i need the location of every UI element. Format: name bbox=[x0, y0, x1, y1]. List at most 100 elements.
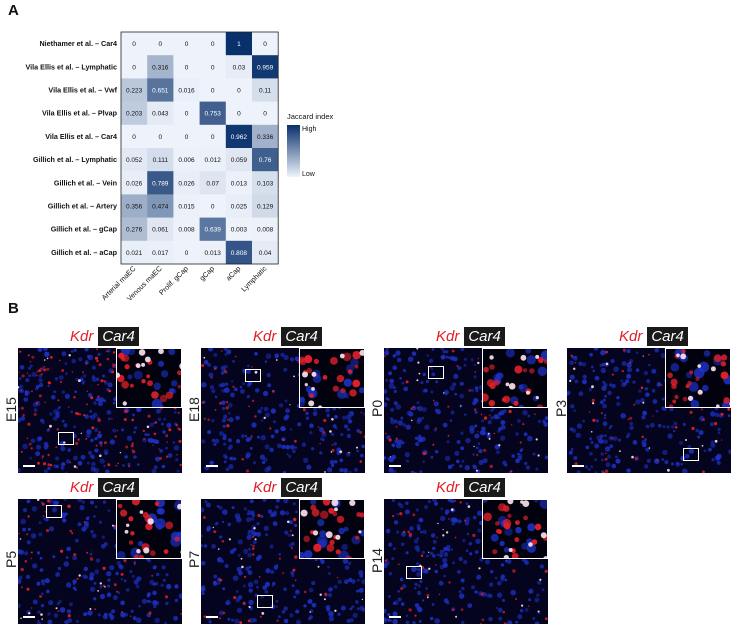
heatmap-cell-label: 0.006 bbox=[178, 157, 195, 164]
heatmap-cell-label: 0 bbox=[132, 134, 136, 141]
heatmap-cell bbox=[252, 194, 279, 218]
heatmap-cell bbox=[225, 240, 253, 265]
stain-header: Kdr Car4 bbox=[70, 477, 139, 497]
heatmap-cell bbox=[147, 171, 174, 195]
heatmap-cell bbox=[173, 32, 200, 56]
heatmap-cell bbox=[173, 171, 200, 195]
stain-header: Kdr Car4 bbox=[436, 477, 505, 497]
zoom-inset bbox=[116, 348, 182, 408]
scale-bar bbox=[206, 616, 218, 618]
heatmap-cell-label: 0 bbox=[211, 88, 215, 95]
heatmap-cell-label: 0.639 bbox=[205, 227, 222, 234]
heatmap-cell-label: 0.008 bbox=[257, 227, 274, 234]
heatmap-cell-label: 0.103 bbox=[257, 180, 274, 187]
micrograph-p0 bbox=[384, 348, 548, 473]
heatmap-row-label: Gillich et al. – Vein bbox=[54, 178, 117, 187]
scale-bar bbox=[206, 465, 218, 467]
heatmap-cell bbox=[121, 217, 148, 242]
heatmap-cell bbox=[121, 240, 148, 265]
heatmap-cell bbox=[121, 148, 148, 172]
heatmap-cell-label: 0.025 bbox=[231, 204, 248, 211]
roi-box bbox=[683, 448, 699, 461]
heatmap-cell-label: 0 bbox=[132, 41, 136, 48]
heatmap-cell-label: 0.043 bbox=[152, 111, 169, 118]
stain-header: Kdr Car4 bbox=[253, 326, 322, 346]
stage-label: E15 bbox=[3, 396, 19, 422]
car4-label: Car4 bbox=[281, 326, 322, 346]
car4-label: Car4 bbox=[98, 477, 139, 497]
heatmap-cell-label: 0 bbox=[158, 41, 162, 48]
heatmap-cell bbox=[173, 240, 200, 265]
roi-box bbox=[58, 432, 74, 445]
heatmap-cell-label: 0.316 bbox=[152, 64, 169, 71]
car4-label: Car4 bbox=[464, 326, 505, 346]
stage-label: E18 bbox=[186, 396, 202, 422]
heatmap-cell bbox=[199, 171, 227, 195]
heatmap-cell-label: 0 bbox=[185, 111, 189, 118]
zoom-inset bbox=[299, 348, 365, 408]
jaccard-heatmap: 0 0 0 0 1 0 0 0.316 0 0 0.03 0.959 0.223 0.651 0.016 0 0… bbox=[26, 31, 334, 303]
heatmap-cell bbox=[121, 78, 148, 102]
heatmap-cell bbox=[147, 240, 174, 265]
heatmap-cell-label: 0.753 bbox=[205, 111, 222, 118]
micrograph-e18 bbox=[201, 348, 365, 473]
car4-label: Car4 bbox=[281, 477, 322, 497]
heatmap-cell bbox=[225, 217, 253, 242]
heatmap-cell bbox=[147, 148, 174, 172]
heatmap-cell bbox=[225, 55, 253, 79]
heatmap-cell-label: 0 bbox=[263, 111, 267, 118]
heatmap-cell-label: 0.808 bbox=[231, 250, 248, 257]
heatmap-cell bbox=[252, 240, 279, 265]
panel-a-label: A bbox=[8, 2, 19, 19]
heatmap-cell bbox=[121, 171, 148, 195]
heatmap-cell-label: 0.474 bbox=[152, 204, 169, 211]
roi-box bbox=[245, 369, 261, 382]
legend-high-label: High bbox=[302, 126, 317, 133]
heatmap-cell bbox=[173, 101, 200, 126]
heatmap-cell-label: 0 bbox=[185, 134, 189, 141]
stage-label: P5 bbox=[3, 550, 19, 568]
heatmap-cell bbox=[199, 217, 227, 242]
zoom-inset bbox=[482, 348, 548, 408]
heatmap-cell bbox=[225, 148, 253, 172]
heatmap-cell-label: 0.276 bbox=[126, 227, 143, 234]
heatmap-cell-label: 0 bbox=[211, 134, 215, 141]
heatmap-cell-label: 0.026 bbox=[178, 180, 195, 187]
micrograph-p14 bbox=[384, 499, 548, 624]
heatmap-cell-label: 0 bbox=[158, 134, 162, 141]
heatmap-cell-label: 0 bbox=[263, 41, 267, 48]
panel-b-label: B bbox=[8, 300, 19, 317]
heatmap-cell bbox=[121, 124, 148, 149]
kdr-label: Kdr bbox=[619, 327, 643, 345]
heatmap-row-label: Vila Ellis et al. – Lymphatic bbox=[26, 62, 117, 71]
heatmap-cell-label: 0.111 bbox=[153, 157, 169, 164]
heatmap-cell bbox=[147, 32, 174, 56]
heatmap-cell bbox=[252, 217, 279, 242]
legend-title: Jaccard index bbox=[287, 112, 334, 121]
kdr-label: Kdr bbox=[436, 327, 460, 345]
heatmap-cell bbox=[121, 55, 148, 79]
heatmap-cell bbox=[199, 32, 227, 56]
legend-low-label: Low bbox=[302, 171, 316, 178]
heatmap-cell-label: 0.336 bbox=[257, 134, 274, 141]
heatmap-cell-label: 0.356 bbox=[126, 204, 143, 211]
heatmap-row-label: Niethamer et al. – Car4 bbox=[39, 39, 117, 48]
heatmap-cell bbox=[121, 101, 148, 126]
heatmap-cell bbox=[225, 171, 253, 195]
heatmap-cell bbox=[173, 55, 200, 79]
stage-label: P14 bbox=[369, 547, 385, 573]
heatmap-cell bbox=[225, 78, 253, 102]
roi-box bbox=[428, 366, 444, 379]
heatmap-cell-label: 0.789 bbox=[152, 180, 169, 187]
heatmap-cell bbox=[147, 78, 174, 102]
scale-bar bbox=[572, 465, 584, 467]
legend-colorbar bbox=[287, 125, 300, 177]
stage-label: P7 bbox=[186, 550, 202, 568]
heatmap-cell-label: 0.04 bbox=[259, 250, 272, 257]
heatmap-cell bbox=[147, 194, 174, 218]
heatmap-cell-label: 0.651 bbox=[152, 88, 169, 95]
heatmap-cell-label: 0.11 bbox=[259, 88, 272, 95]
heatmap-row-label: Vila Ellis et al. – Vwf bbox=[48, 86, 117, 95]
scale-bar bbox=[389, 465, 401, 467]
micrograph-p3 bbox=[567, 348, 731, 473]
